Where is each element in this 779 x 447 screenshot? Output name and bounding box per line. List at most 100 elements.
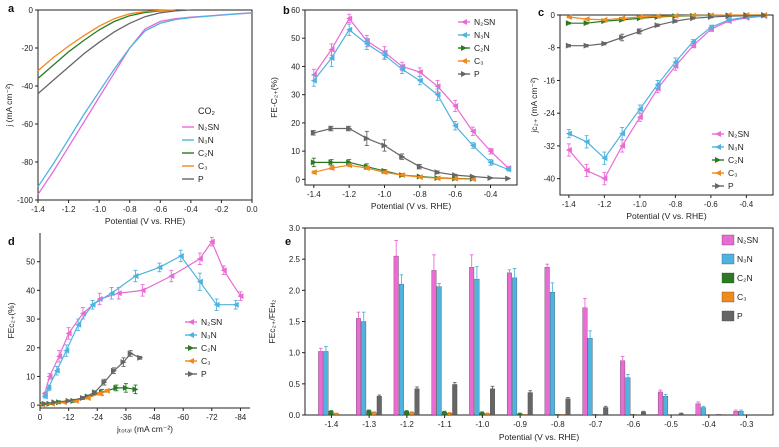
legend-marker [188, 332, 194, 338]
x-tick-label: -1.0 [633, 200, 647, 209]
data-point [53, 367, 60, 374]
data-point [672, 18, 679, 25]
data-point [469, 128, 476, 135]
legend-marker [188, 345, 194, 351]
panel-d: 0 -12 -24 -36 -48 -60 -72 -84 0 10 20 30 40 50 jₜₒₜₐₗ … [6, 233, 250, 434]
bar [657, 391, 663, 416]
x-tick-label: -60 [177, 413, 189, 422]
legend-item-p: P [458, 69, 480, 79]
bar [620, 360, 626, 416]
data-point [434, 169, 441, 176]
legend-label: C₃ [198, 161, 208, 171]
y-tick-label: 3.0 [289, 224, 301, 233]
data-point [196, 255, 203, 262]
x-tick-label: -1.2 [62, 205, 76, 214]
data-point [63, 347, 70, 354]
legend-item-p: P [721, 310, 743, 322]
data-point [41, 393, 48, 400]
x-tick-label: -1.0 [475, 420, 489, 429]
panel-label: a [8, 3, 15, 15]
bar [356, 318, 361, 416]
series-line [37, 9, 176, 72]
data-point [328, 125, 335, 132]
x-tick-label: -0.7 [589, 420, 603, 429]
data-point [346, 162, 353, 169]
legend-label: N₂SN [737, 235, 758, 245]
legend-label: N₂SN [198, 122, 219, 132]
legend-label: C₃ [728, 168, 738, 178]
legend-label: N₃N [201, 330, 217, 340]
bar [436, 286, 442, 416]
legend-label: N₂SN [474, 17, 495, 27]
y-tick-label: 1.5 [289, 318, 301, 327]
legend-item-c2n: C₂N [712, 155, 744, 165]
legend-item-c3: C₃ [185, 356, 211, 366]
legend-label: N₂SN [728, 129, 749, 139]
data-point [416, 69, 423, 76]
data-point [41, 400, 48, 407]
legend-marker [461, 19, 467, 25]
legend-swatch [721, 291, 735, 303]
data-point [79, 310, 86, 317]
legend-label: C₂N [474, 43, 490, 53]
series-c3 [310, 162, 476, 183]
bar [393, 255, 399, 416]
plot-frame [304, 227, 774, 416]
legend-marker [715, 183, 721, 189]
x-axis-title: Potential (V vs. RHE) [105, 216, 185, 226]
data-point [654, 22, 661, 29]
data-point [103, 387, 110, 394]
x-tick-label: -0.2 [215, 205, 229, 214]
data-point [381, 52, 388, 59]
data-point [707, 24, 714, 31]
legend-label: C₃ [201, 356, 211, 366]
data-point [601, 155, 608, 162]
legend-item-c2n: C₂N [185, 343, 217, 353]
x-tick-label: 0.0 [246, 205, 258, 214]
data-point [237, 293, 244, 300]
data-point [363, 165, 370, 172]
series-c3 [565, 12, 768, 23]
legend-item-c2n: C₂N [721, 272, 753, 284]
data-point [565, 147, 572, 153]
x-tick-label: -1.4 [562, 200, 576, 209]
series-line [313, 161, 473, 180]
x-tick-label: -1.4 [307, 190, 321, 199]
series-line [37, 9, 191, 95]
y-tick-label: 20 [291, 119, 300, 128]
legend-swatch [721, 234, 735, 246]
legend-swatch [721, 272, 735, 284]
data-point [84, 394, 91, 401]
data-point [220, 267, 227, 274]
bar [506, 272, 512, 416]
legend-item-c3: C₃ [712, 168, 738, 178]
bar [716, 414, 722, 416]
data-point [725, 13, 732, 20]
data-point [452, 175, 459, 182]
x-tick-label: -0.6 [626, 420, 640, 429]
data-point [56, 353, 63, 360]
legend-item-n2sn: N₂SN [458, 17, 495, 27]
series-line [37, 12, 253, 195]
data-point [636, 14, 643, 21]
data-point [399, 66, 406, 73]
legend-title: CO₂ [198, 106, 216, 116]
y-tick-label: -24 [543, 109, 555, 118]
legend-label: C₂N [737, 273, 753, 283]
series-line [313, 164, 473, 180]
data-point [434, 83, 441, 90]
data-point [565, 20, 572, 27]
panel-c: -1.4 -1.2 -1.0 -0.8 -0.6 -0.4 0 -8 -16 -24 -32 -40 P… [529, 7, 774, 221]
y-tick-label: 0 [29, 6, 34, 15]
data-point [452, 102, 459, 109]
data-point [137, 354, 144, 361]
plot-frame [37, 9, 253, 201]
series-n3n [41, 249, 239, 400]
y-tick-label: -60 [21, 120, 33, 129]
data-point [619, 130, 626, 137]
bar [565, 398, 571, 416]
legend-swatch [721, 310, 735, 322]
y-tick-label: -40 [543, 175, 555, 184]
legend-item-p: P [185, 369, 207, 379]
data-point [91, 389, 98, 396]
